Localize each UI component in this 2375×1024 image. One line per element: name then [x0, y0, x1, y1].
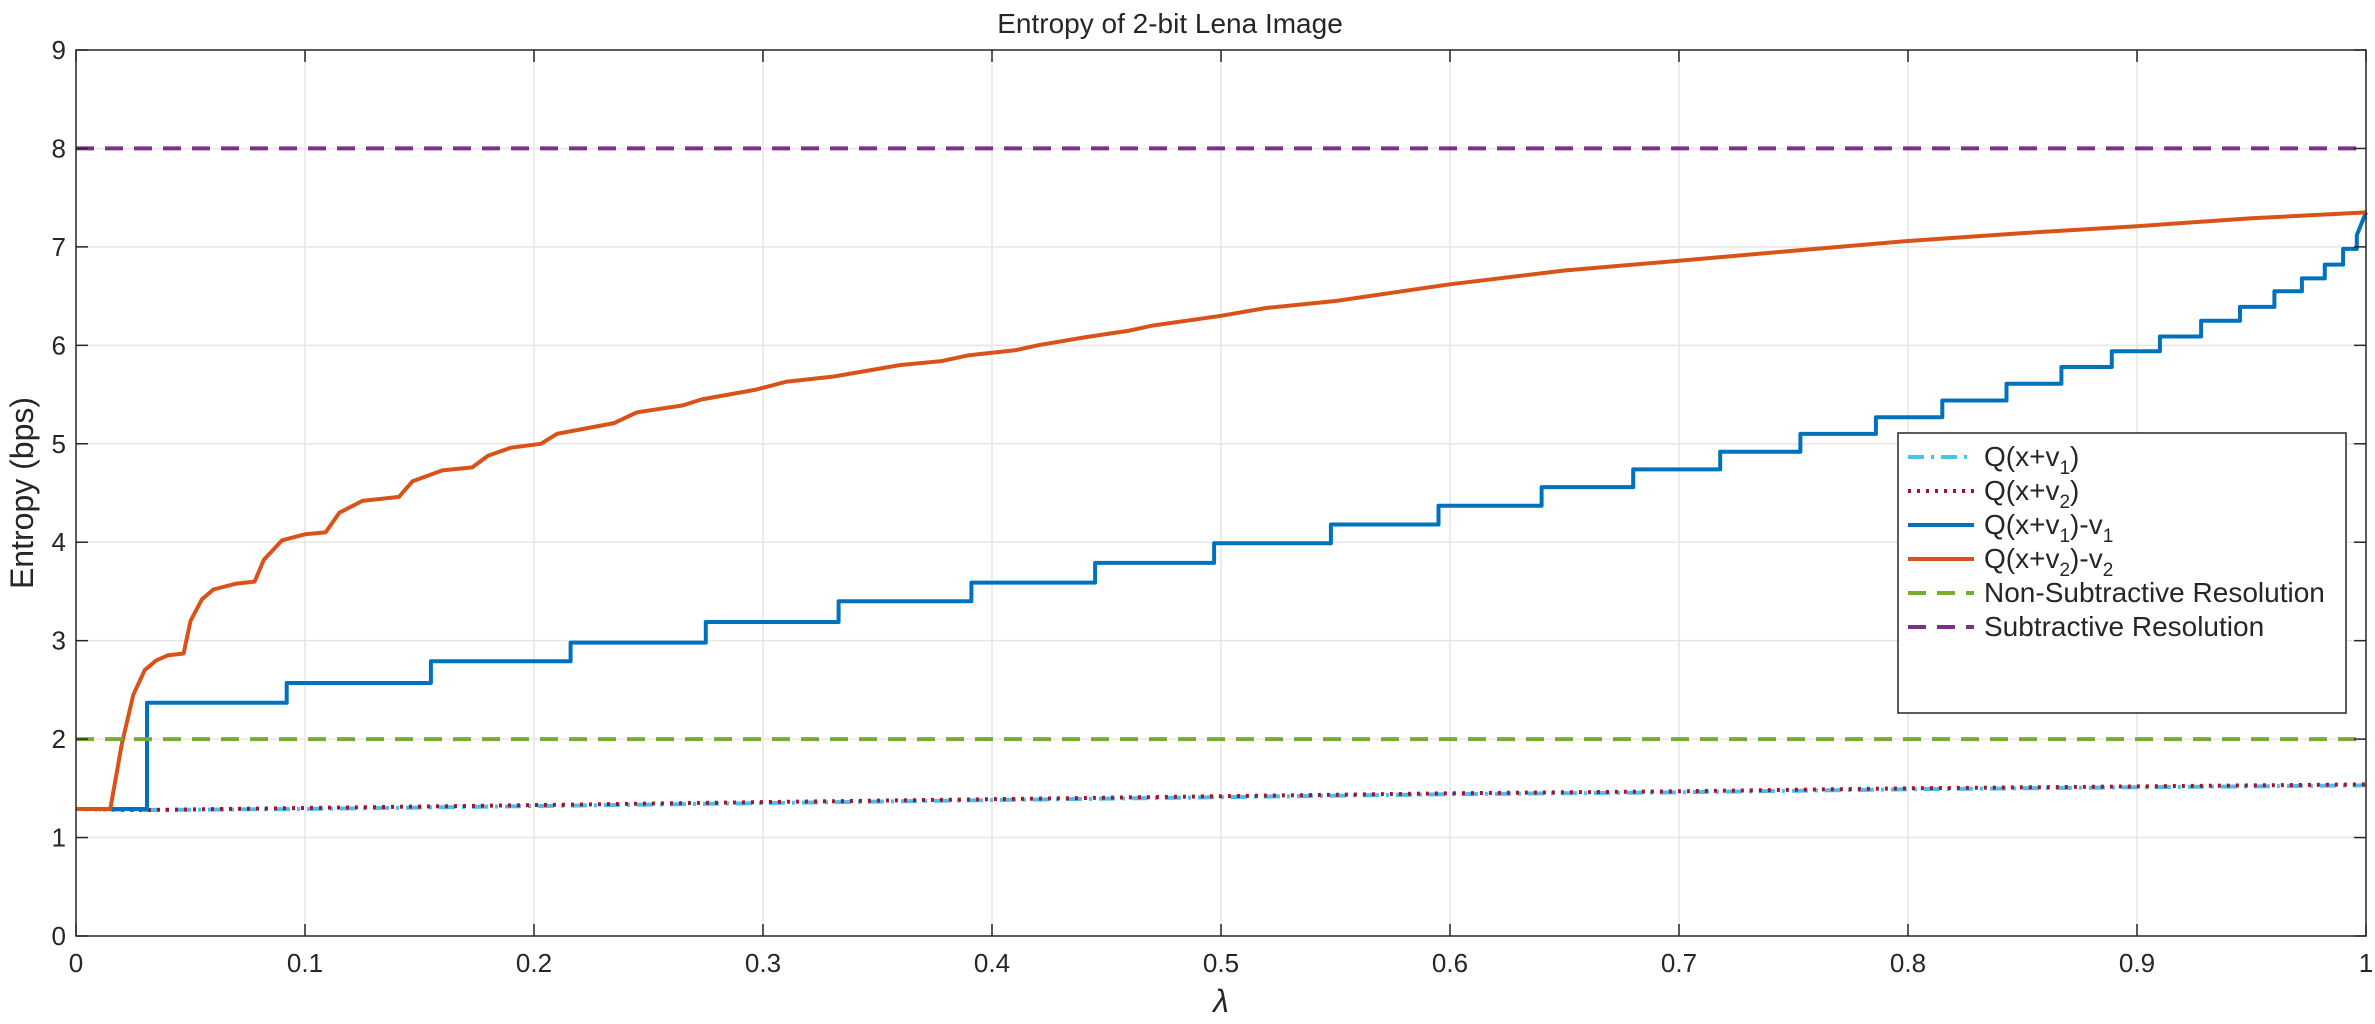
y-tick-label: 3: [52, 626, 66, 656]
y-ticks: 0 1 2 3 4 5 6 7 8 9: [52, 35, 2366, 951]
x-tick-label: 0.5: [1203, 948, 1239, 978]
x-tick-label: 0.6: [1432, 948, 1468, 978]
y-tick-label: 2: [52, 724, 66, 754]
x-tick-label: 0.8: [1890, 948, 1926, 978]
y-tick-label: 4: [52, 527, 66, 557]
x-tick-label: 1: [2359, 948, 2373, 978]
series-layer: [75, 146, 2368, 812]
legend-box: [1897, 432, 2347, 714]
legend-label-5: Subtractive Resolution: [1984, 611, 2264, 642]
y-tick-label: 0: [52, 921, 66, 951]
x-ticks: 0 0.1 0.2 0.3 0.4 0.5 0.6 0.7 0.8 0.9 1: [69, 50, 2373, 978]
series-line-3: [76, 210, 2367, 811]
chart-title: Entropy of 2-bit Lena Image: [997, 8, 1343, 39]
legend-label-4: Non-Subtractive Resolution: [1984, 577, 2325, 608]
series-line-0: [75, 783, 2367, 812]
y-tick-label: 1: [52, 823, 66, 853]
x-axis-label: λ: [1211, 983, 1229, 1019]
x-tick-label: 0.7: [1661, 948, 1697, 978]
y-tick-label: 5: [52, 429, 66, 459]
y-tick-label: 7: [52, 232, 66, 262]
legend: Q(x+v1)Q(x+v2)Q(x+v1)-v1Q(x+v2)-v2Non-Su…: [1897, 432, 2347, 714]
x-tick-label: 0.4: [974, 948, 1010, 978]
x-tick-label: 0.1: [287, 948, 323, 978]
x-tick-label: 0.9: [2119, 948, 2155, 978]
y-axis-label: Entropy (bps): [4, 397, 40, 589]
x-tick-label: 0.2: [516, 948, 552, 978]
y-tick-label: 6: [52, 330, 66, 360]
series-line-2: [76, 211, 2368, 811]
x-tick-label: 0.3: [745, 948, 781, 978]
y-tick-label: 8: [52, 133, 66, 163]
y-tick-label: 9: [52, 35, 66, 65]
x-tick-label: 0: [69, 948, 83, 978]
